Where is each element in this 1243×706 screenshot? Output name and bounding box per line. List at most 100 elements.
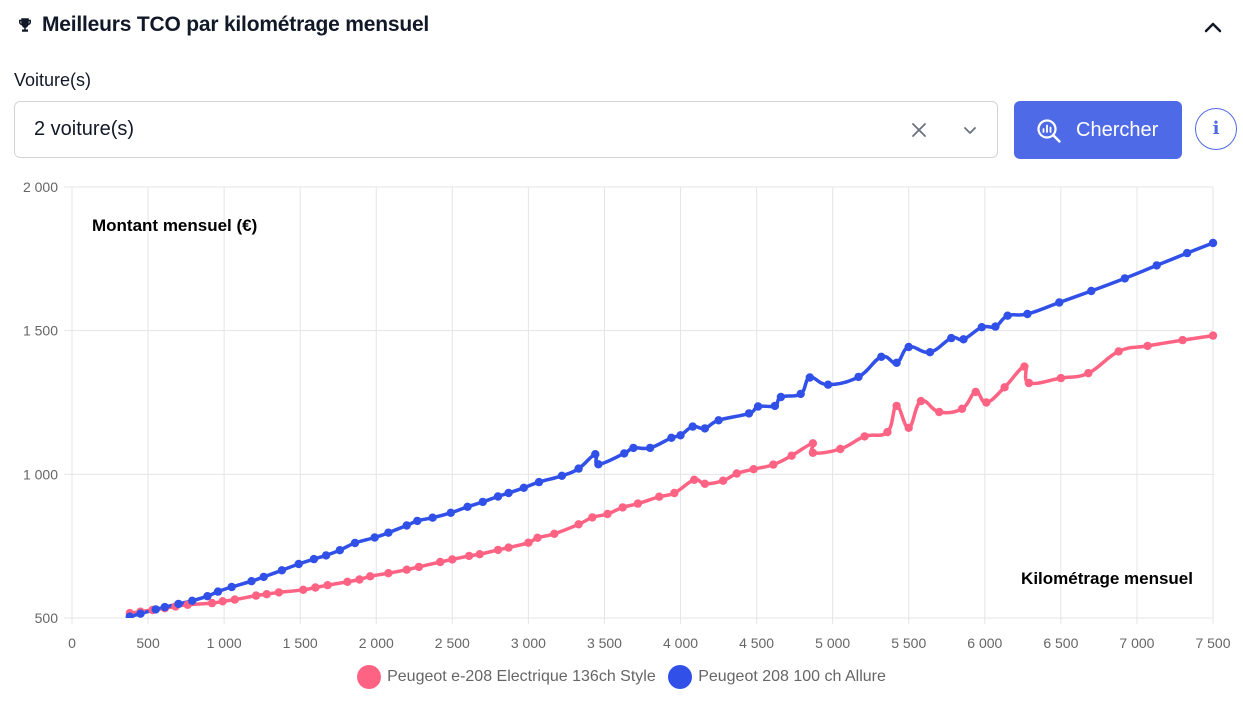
data-point-series-1 (823, 380, 833, 389)
data-point-series-0 (670, 488, 679, 498)
data-point-series-0 (808, 448, 818, 457)
cars-select[interactable]: 2 voiture(s) (14, 101, 998, 158)
x-tick-label: 7 000 (1119, 635, 1154, 651)
data-point-series-0 (1084, 369, 1093, 378)
chevron-down-icon[interactable] (962, 122, 978, 138)
data-point-series-0 (769, 460, 778, 469)
data-point-series-0 (550, 529, 559, 538)
data-point-series-1 (463, 502, 472, 511)
data-point-series-0 (402, 565, 411, 574)
data-point-series-1 (203, 592, 212, 601)
clear-icon[interactable] (909, 120, 929, 140)
tco-line-chart: 0 500 1 000 1 500 2 000 2 500 3 000 3 500 4 000 4… (23, 179, 1231, 651)
x-tick-label: 2 500 (435, 635, 470, 651)
data-point-series-1 (188, 596, 197, 605)
x-tick-label: 5 500 (891, 635, 926, 651)
data-point-series-0 (1178, 335, 1187, 345)
x-tick-label: 500 (136, 635, 160, 651)
data-point-series-0 (230, 595, 239, 604)
data-point-series-0 (251, 591, 261, 600)
legend-item-e208[interactable]: Peugeot e-208 Electrique 136ch Style (357, 664, 656, 690)
data-point-series-0 (935, 407, 944, 417)
data-point-series-0 (883, 427, 892, 437)
data-point-series-1 (1003, 311, 1012, 320)
data-point-series-0 (504, 543, 513, 552)
data-point-series-1 (1087, 286, 1096, 296)
x-tick-label: 1 000 (207, 635, 242, 651)
data-point-series-0 (274, 588, 284, 597)
data-point-series-1 (892, 358, 901, 367)
data-point-series-1 (428, 513, 437, 522)
legend-swatch-208 (668, 665, 693, 689)
data-point-series-0 (836, 444, 845, 454)
y-tick-label: 1 500 (23, 323, 58, 339)
data-point-series-0 (448, 555, 457, 564)
y-tick-label: 500 (35, 610, 59, 626)
y-axis-title: Montant mensuel (€) (92, 216, 257, 235)
data-point-series-0 (475, 550, 484, 559)
data-point-series-1 (977, 323, 986, 332)
data-point-series-0 (860, 432, 869, 441)
legend-item-208[interactable]: Peugeot 208 100 ch Allure (668, 664, 886, 690)
x-tick-label: 6 000 (967, 635, 1002, 651)
data-point-series-0 (1208, 331, 1218, 340)
data-point-series-0 (808, 439, 818, 448)
data-point-series-1 (676, 431, 685, 440)
data-point-series-1 (776, 392, 786, 402)
search-button[interactable]: Chercher (1014, 101, 1182, 159)
data-point-series-1 (959, 335, 968, 344)
chart-legend: Peugeot e-208 Electrique 136ch Style Peu… (0, 664, 1243, 690)
data-point-series-0 (1024, 378, 1034, 388)
data-point-series-0 (493, 545, 503, 555)
x-axis-title: Kilométrage mensuel (1021, 569, 1193, 588)
data-point-series-0 (1056, 373, 1066, 383)
card-header: Meilleurs TCO par kilométrage mensuel (16, 12, 1227, 42)
data-point-series-1 (594, 460, 603, 469)
data-point-series-1 (247, 577, 256, 586)
data-point-series-0 (436, 557, 445, 567)
data-point-series-1 (805, 373, 814, 382)
data-point-series-0 (588, 513, 597, 522)
data-point-series-0 (262, 590, 271, 599)
data-point-series-0 (533, 533, 542, 542)
data-point-series-0 (207, 598, 217, 608)
data-point-series-0 (749, 465, 758, 474)
data-point-series-1 (770, 401, 780, 411)
cars-select-value: 2 voiture(s) (34, 118, 135, 140)
data-point-series-0 (1020, 362, 1029, 371)
data-point-series-1 (227, 582, 236, 592)
data-point-series-1 (925, 348, 935, 357)
data-point-series-1 (753, 402, 763, 411)
data-point-series-1 (904, 342, 913, 352)
data-point-series-0 (366, 572, 375, 581)
search-analytics-icon (1037, 119, 1061, 143)
data-point-series-0 (384, 569, 393, 578)
data-point-series-1 (629, 443, 638, 453)
data-point-series-0 (957, 404, 967, 413)
data-point-series-1 (667, 433, 676, 442)
legend-label-e208: Peugeot e-208 Electrique 136ch Style (387, 668, 656, 685)
data-point-series-0 (732, 469, 741, 478)
x-tick-label: 3 500 (587, 635, 622, 651)
data-point-series-1 (645, 443, 655, 453)
data-point-series-0 (464, 551, 474, 561)
data-point-series-1 (413, 516, 422, 526)
data-point-series-1 (446, 508, 455, 517)
select-separator (944, 114, 945, 146)
data-point-series-0 (787, 451, 796, 460)
data-point-series-1 (370, 533, 379, 542)
data-point-series-1 (744, 409, 754, 418)
data-point-series-1 (1120, 274, 1130, 283)
x-tick-label: 4 500 (739, 635, 774, 651)
data-point-series-1 (384, 528, 393, 537)
chevron-up-icon[interactable] (1201, 15, 1225, 39)
data-point-series-1 (1055, 298, 1064, 307)
data-point-series-1 (151, 605, 160, 614)
data-point-series-0 (971, 387, 980, 397)
data-point-series-0 (343, 577, 352, 586)
info-button[interactable]: i (1195, 108, 1237, 150)
data-point-series-1 (854, 372, 863, 382)
data-point-series-0 (1143, 341, 1152, 351)
data-point-series-0 (1000, 383, 1009, 392)
data-point-series-1 (947, 333, 956, 343)
